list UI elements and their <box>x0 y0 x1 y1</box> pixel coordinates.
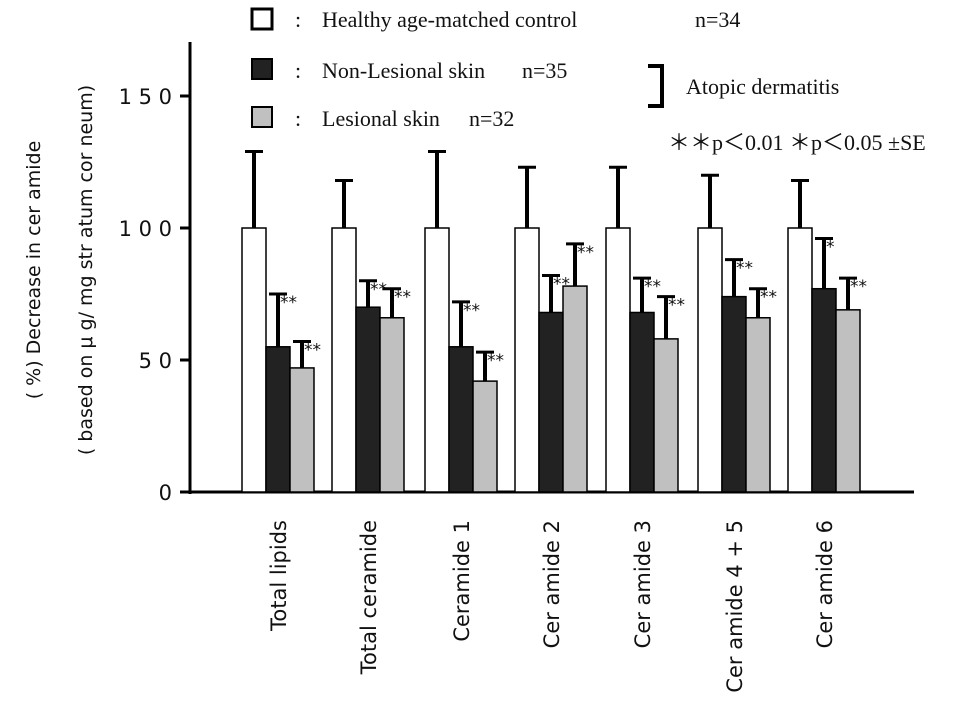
bar-nonlesional <box>448 346 474 493</box>
significance-mark: ** <box>304 341 321 361</box>
x-tick-label: Ceramide 1 <box>450 520 474 642</box>
x-tick-label: Total lipids <box>267 520 291 632</box>
legend: : Healthy age-matched control n=34 : Non… <box>250 7 926 155</box>
significance-mark: ** <box>668 296 685 316</box>
significance-mark: * <box>826 238 835 258</box>
legend-swatch-control <box>250 7 274 31</box>
legend-sep-1: : <box>295 7 301 32</box>
x-tick-label: Cer amide 2 <box>540 520 564 648</box>
y-tick-label: 1 5 0 <box>119 85 172 109</box>
legend-swatch-lesional <box>251 106 273 128</box>
significance-mark: ** <box>280 293 297 313</box>
y-axis-label-line1: ( %) Decrease in cer amide <box>23 141 45 400</box>
bar-control <box>787 227 813 493</box>
legend-label-control: Healthy age-matched control <box>322 7 577 32</box>
bar-control <box>697 227 723 493</box>
bar-control <box>241 227 267 493</box>
x-tick-label: Cer amide 3 <box>631 520 655 648</box>
significance-mark: ** <box>644 277 661 297</box>
legend-sep-2: : <box>295 58 301 83</box>
bar-nonlesional <box>355 306 381 493</box>
x-tick-label: Total ceramide <box>357 520 381 675</box>
legend-label-nonlesional: Non-Lesional skin <box>322 58 485 83</box>
legend-n-control: n=34 <box>695 7 740 32</box>
legend-swatch-nonlesional <box>251 58 273 80</box>
legend-sep-3: : <box>295 106 301 131</box>
legend-n-lesional: n=32 <box>469 106 514 131</box>
x-tick-label: Cer amide 6 <box>813 520 837 648</box>
legend-n-nonlesional: n=35 <box>522 58 567 83</box>
significance-mark: ** <box>760 288 777 308</box>
y-tick-group: 0 5 0 1 0 0 1 5 0 <box>119 85 190 505</box>
x-tick-label: Cer amide 4 + 5 <box>723 520 747 693</box>
bar-control <box>605 227 631 493</box>
bar-group: ** ** Total lipids ** ** Total ceramide ** ** Ce… <box>241 149 867 693</box>
legend-bracket <box>648 64 664 108</box>
significance-mark: ** <box>577 243 594 263</box>
bar-nonlesional <box>629 311 655 493</box>
bar-lesional <box>289 367 315 493</box>
significance-mark: ** <box>850 277 867 297</box>
significance-note: ＊＊p＜0.01 ＊p＜0.05 ±SE <box>668 130 926 155</box>
bar-control <box>331 227 357 493</box>
y-tick-label: 0 <box>159 481 172 505</box>
y-axis-label-line2: ( based on μ g/ mg str atum cor neum) <box>75 85 97 455</box>
bar-lesional <box>379 317 405 493</box>
significance-mark: ** <box>394 288 411 308</box>
bar-lesional <box>835 309 861 493</box>
y-tick-label: 5 0 <box>139 349 172 373</box>
significance-mark: ** <box>736 259 753 279</box>
legend-bracket-label: Atopic dermatitis <box>686 74 839 99</box>
significance-mark: ** <box>487 351 504 371</box>
bar-control <box>424 227 450 493</box>
bar-nonlesional <box>811 287 837 493</box>
bar-lesional <box>745 317 771 493</box>
bar-lesional <box>562 285 588 493</box>
significance-mark: ** <box>370 280 387 300</box>
y-tick-label: 1 0 0 <box>119 217 172 241</box>
significance-mark: ** <box>463 301 480 321</box>
bar-nonlesional <box>265 346 291 493</box>
bar-lesional <box>472 380 498 493</box>
bar-nonlesional <box>538 311 564 493</box>
bar-control <box>514 227 540 493</box>
bar-lesional <box>653 338 679 493</box>
legend-label-lesional: Lesional skin <box>322 106 440 131</box>
bar-nonlesional <box>721 295 747 493</box>
